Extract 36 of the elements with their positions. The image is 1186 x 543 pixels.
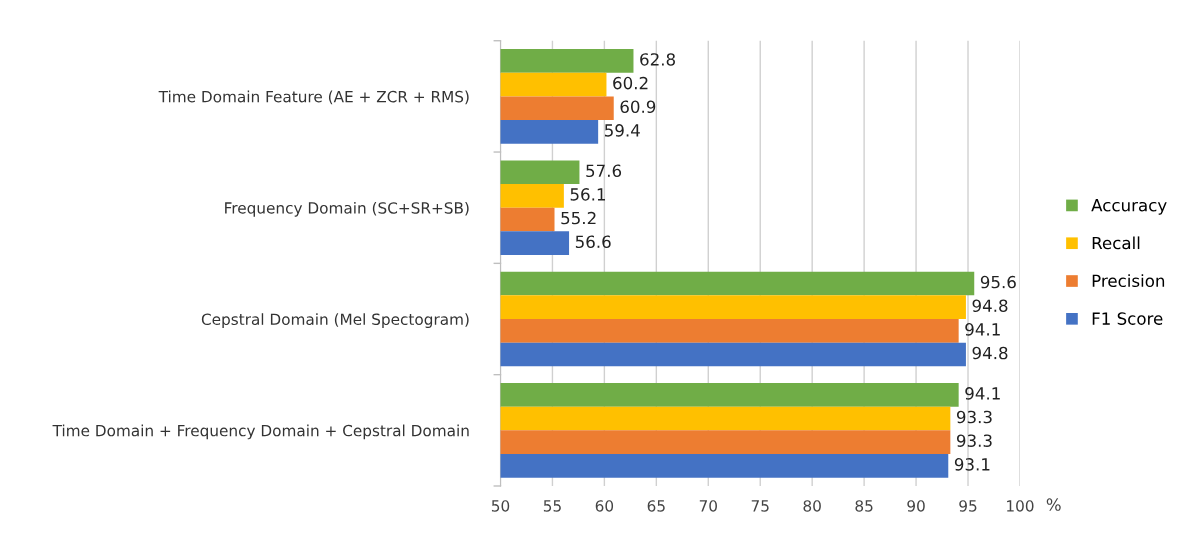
data-label: 60.2 (613, 76, 648, 90)
data-label: 94.1 (965, 387, 1000, 400)
y-tick-label: Frequency Domain (SC+SR+SB) (225, 201, 469, 217)
data-label: 94.8 (972, 299, 1008, 313)
x-tick-label: 60 (595, 500, 614, 512)
data-label: 62.8 (640, 53, 675, 66)
data-label: 95.6 (980, 275, 1016, 289)
data-label: 56.6 (575, 235, 611, 249)
x-tick-label: 55 (543, 500, 561, 512)
data-label: 93.3 (956, 434, 992, 447)
legend-label: Precision (1092, 274, 1165, 288)
x-tick-label: 100 (1007, 500, 1034, 512)
x-tick-label: 90 (907, 500, 925, 512)
x-tick-label: 80 (803, 500, 821, 512)
data-label: 93.3 (956, 410, 992, 424)
x-tick-label: 85 (855, 500, 873, 512)
legend-label: Recall (1092, 236, 1140, 250)
x-axis-title: % (1046, 498, 1061, 511)
data-label: 57.6 (586, 164, 622, 178)
data-label: 93.1 (954, 458, 990, 471)
data-label: 94.1 (965, 323, 1000, 336)
x-tick-label: 65 (647, 500, 665, 512)
data-label: 55.2 (561, 211, 596, 225)
data-label: 59.4 (604, 124, 640, 137)
data-label: 94.8 (972, 346, 1008, 360)
x-tick-label: 95 (959, 500, 977, 512)
data-label: 56.1 (570, 188, 605, 201)
x-tick-label: 75 (751, 500, 769, 512)
y-tick-label: Cepstral Domain (Mel Spectogram) (201, 313, 469, 328)
legend-label: Accuracy (1091, 199, 1167, 215)
x-tick-label: 70 (699, 500, 717, 512)
y-tick-label: Time Domain Feature (AE + ZCR + RMS) (158, 90, 469, 105)
legend-label: F1 Score (1092, 312, 1163, 325)
x-tick-label: 50 (491, 500, 510, 512)
y-tick-label: Time Domain + Frequency Domain + Cepstral Domain (52, 424, 469, 440)
data-label: 60.9 (620, 100, 656, 114)
